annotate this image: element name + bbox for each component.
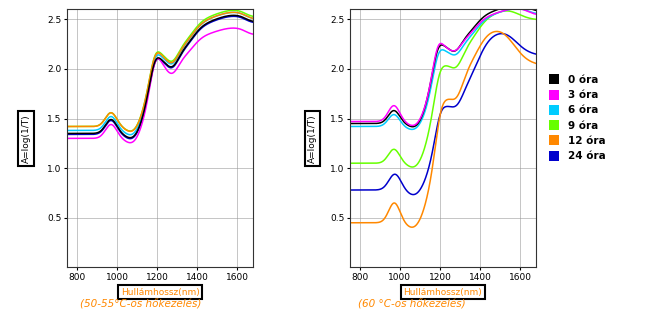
Text: (50-55°C-os hőkezelés): (50-55°C-os hőkezelés) — [80, 299, 202, 310]
X-axis label: Hullámhossz(nm): Hullámhossz(nm) — [121, 288, 200, 297]
Text: A=log(1/T): A=log(1/T) — [308, 114, 317, 163]
Text: A=log(1/T): A=log(1/T) — [21, 114, 31, 163]
Legend: 0 óra, 3 óra, 6 óra, 9 óra, 12 óra, 24 óra: 0 óra, 3 óra, 6 óra, 9 óra, 12 óra, 24 ó… — [547, 72, 608, 163]
Text: (60 °C-os hőkezelés): (60 °C-os hőkezelés) — [358, 299, 466, 310]
X-axis label: Hullámhossz(nm): Hullámhossz(nm) — [403, 288, 482, 297]
